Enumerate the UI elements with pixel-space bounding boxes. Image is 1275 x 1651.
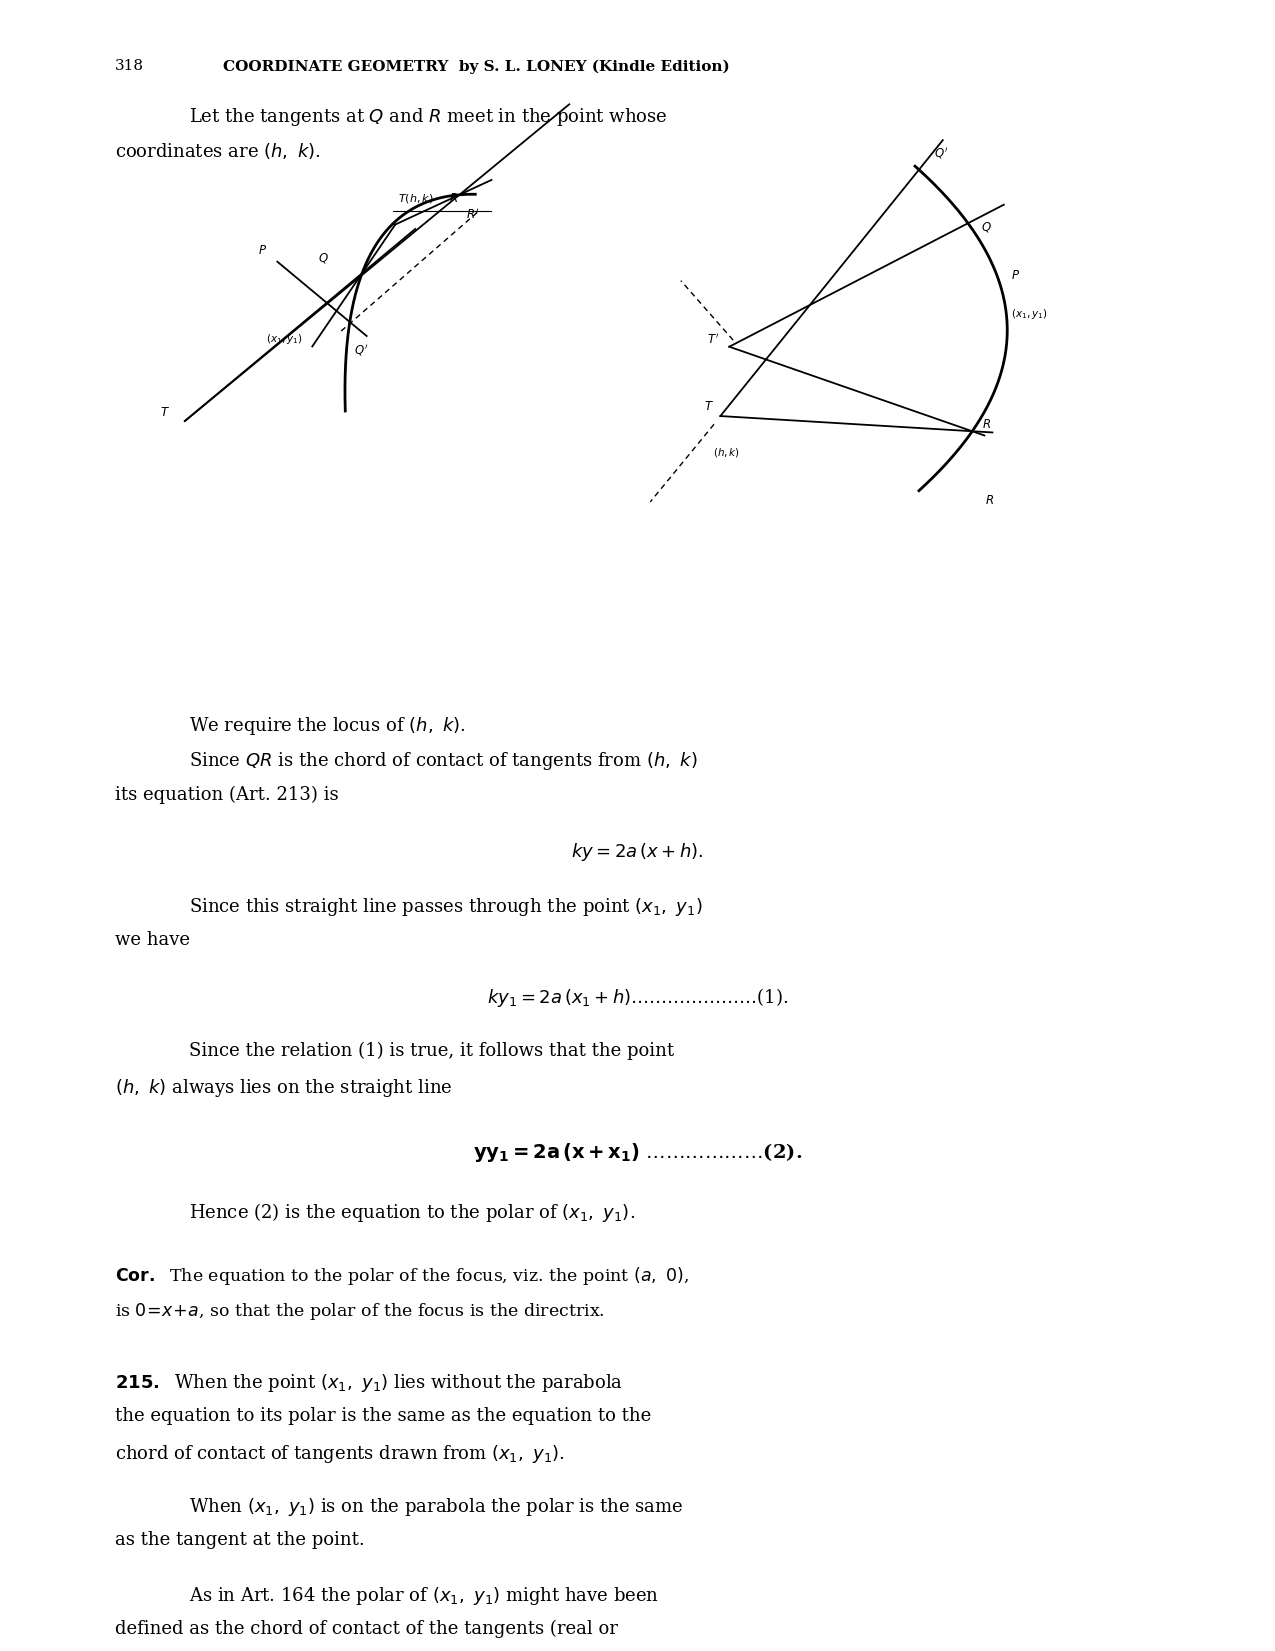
Text: defined as the chord of contact of the tangents (real or: defined as the chord of contact of the t…	[115, 1620, 617, 1638]
Text: Since the relation (1) is true, it follows that the point: Since the relation (1) is true, it follo…	[189, 1042, 673, 1060]
Text: $(x_1,y_1)$: $(x_1,y_1)$	[1011, 307, 1048, 320]
Text: $(h,k)$: $(h,k)$	[713, 446, 741, 459]
Text: $(h,\ k)$ always lies on the straight line: $(h,\ k)$ always lies on the straight li…	[115, 1076, 453, 1100]
Text: Hence (2) is the equation to the polar of $(x_1,\ y_1)$.: Hence (2) is the equation to the polar o…	[189, 1202, 635, 1223]
Text: $R$: $R$	[449, 192, 458, 205]
Text: $T$: $T$	[159, 406, 170, 419]
Text: chord of contact of tangents drawn from $(x_1,\ y_1)$.: chord of contact of tangents drawn from …	[115, 1443, 565, 1464]
Text: as the tangent at the point.: as the tangent at the point.	[115, 1532, 365, 1549]
Text: is $0\!=\!x\!+\!a$, so that the polar of the focus is the directrix.: is $0\!=\!x\!+\!a$, so that the polar of…	[115, 1301, 604, 1321]
Text: $\mathbf{215.}$  When the point $(x_1,\ y_1)$ lies without the parabola: $\mathbf{215.}$ When the point $(x_1,\ y…	[115, 1372, 622, 1393]
Text: $T$: $T$	[704, 400, 714, 413]
Text: Since $QR$ is the chord of contact of tangents from $(h,\ k)$: Since $QR$ is the chord of contact of ta…	[189, 750, 697, 773]
Text: $\mathbf{Cor.}$  The equation to the polar of the focus, viz. the point $(a,\ 0): $\mathbf{Cor.}$ The equation to the pola…	[115, 1265, 689, 1288]
Text: When $(x_1,\ y_1)$ is on the parabola the polar is the same: When $(x_1,\ y_1)$ is on the parabola th…	[189, 1496, 683, 1517]
Text: $(x_1,y_1)$: $(x_1,y_1)$	[266, 332, 303, 347]
Text: $T'$: $T'$	[706, 334, 719, 347]
Text: $\mathbf{yy_1 = 2a\,(x + x_1)}\ \ldots\ldots\ldots\ldots\ldots\ldots$(2).: $\mathbf{yy_1 = 2a\,(x + x_1)}\ \ldots\l…	[473, 1141, 802, 1164]
Text: $R$: $R$	[983, 418, 992, 431]
Text: its equation (Art. 213) is: its equation (Art. 213) is	[115, 786, 338, 804]
Text: As in Art. 164 the polar of $(x_1,\ y_1)$ might have been: As in Art. 164 the polar of $(x_1,\ y_1)…	[189, 1585, 659, 1606]
Text: Let the tangents at $Q$ and $R$ meet in the point whose: Let the tangents at $Q$ and $R$ meet in …	[189, 106, 667, 127]
Text: coordinates are $(h,\ k)$.: coordinates are $(h,\ k)$.	[115, 142, 320, 162]
Text: $Q'$: $Q'$	[935, 145, 949, 162]
Text: 318: 318	[115, 59, 144, 73]
Text: $R$: $R$	[986, 494, 994, 507]
Text: the equation to its polar is the same as the equation to the: the equation to its polar is the same as…	[115, 1407, 652, 1425]
Text: $P$: $P$	[1011, 269, 1020, 282]
Text: $R'$: $R'$	[465, 208, 479, 223]
Text: $Q$: $Q$	[980, 220, 992, 233]
Text: $Q'$: $Q'$	[354, 343, 368, 358]
Text: we have: we have	[115, 931, 190, 949]
Text: We require the locus of $(h,\ k)$.: We require the locus of $(h,\ k)$.	[189, 715, 465, 736]
Text: $T(h,k)$: $T(h,k)$	[398, 192, 434, 205]
Text: $ky_1 = 2a\,(x_1 + h)\ldots\ldots\ldots\ldots\ldots\ldots\ldots$(1).: $ky_1 = 2a\,(x_1 + h)\ldots\ldots\ldots\…	[487, 986, 788, 1009]
Text: $ky = 2a\,(x + h).$: $ky = 2a\,(x + h).$	[571, 840, 704, 863]
Text: $P$: $P$	[258, 244, 268, 258]
Text: COORDINATE GEOMETRY  by S. L. LONEY (Kindle Edition): COORDINATE GEOMETRY by S. L. LONEY (Kind…	[223, 59, 729, 74]
Text: $Q$: $Q$	[319, 251, 329, 266]
Text: Since this straight line passes through the point $(x_1,\ y_1)$: Since this straight line passes through …	[189, 896, 703, 918]
